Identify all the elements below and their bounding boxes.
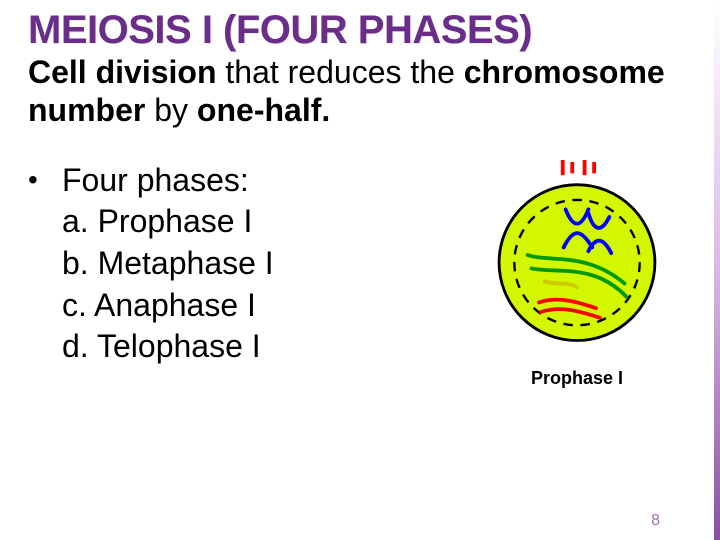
phases-heading: Four phases: xyxy=(62,160,249,202)
prophase-cell-icon xyxy=(482,160,672,350)
figure-column: Prophase I xyxy=(462,160,692,389)
subtitle-bold-3: one-half. xyxy=(197,92,330,128)
slide-subtitle: Cell division that reduces the chromosom… xyxy=(0,53,720,134)
phase-b: b. Metaphase I xyxy=(62,243,462,285)
centrioles-icon xyxy=(563,160,594,175)
phase-d: d. Telophase I xyxy=(62,326,462,368)
content-row: • Four phases: a. Prophase I b. Metaphas… xyxy=(0,134,720,389)
phases-block: • Four phases: a. Prophase I b. Metaphas… xyxy=(28,160,462,389)
figure-caption: Prophase I xyxy=(531,368,623,389)
subtitle-text-2: by xyxy=(145,92,197,128)
slide-title: MEIOSIS I (FOUR PHASES) xyxy=(0,0,720,53)
side-ribbon xyxy=(714,0,720,540)
subtitle-bold-1: Cell division xyxy=(28,54,216,90)
phase-c: c. Anaphase I xyxy=(62,285,462,327)
subtitle-text-1: that reduces the xyxy=(216,54,463,90)
bullet-dot: • xyxy=(28,160,62,199)
page-number: 8 xyxy=(651,512,660,530)
phase-a: a. Prophase I xyxy=(62,201,462,243)
